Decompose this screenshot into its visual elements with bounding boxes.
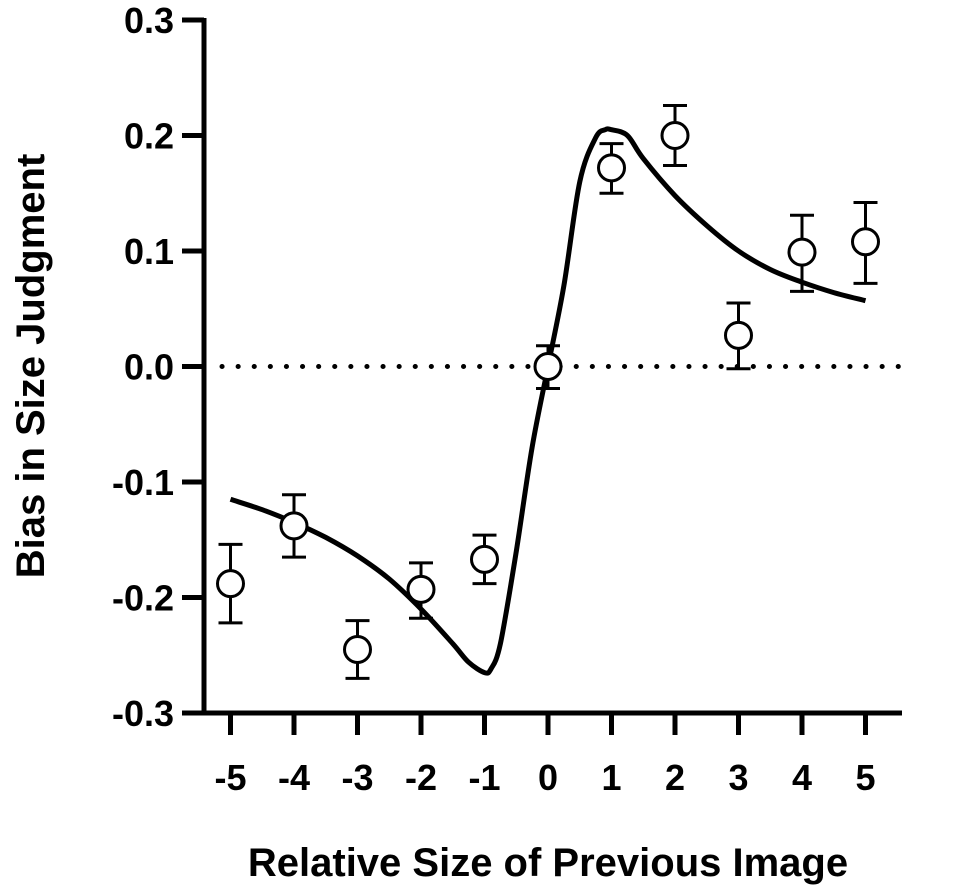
data-point bbox=[216, 569, 245, 599]
y-tick-label: -0.2 bbox=[112, 578, 174, 619]
data-point bbox=[279, 511, 309, 541]
data-point bbox=[533, 352, 563, 381]
x-tick-label: 0 bbox=[538, 757, 558, 798]
y-axis-title: Bias in Size Judgment bbox=[9, 154, 53, 579]
y-axis: 0.3 0.2 0.1 0.0 -0.1 -0.2 -0.3 bbox=[112, 0, 207, 734]
x-tick-label: -2 bbox=[405, 757, 437, 798]
data-point bbox=[724, 320, 753, 350]
data-point bbox=[406, 574, 436, 604]
data-point bbox=[470, 544, 499, 574]
x-axis: -5 -4 -3 -2 -1 0 1 2 3 4 5 bbox=[202, 710, 902, 798]
data-point bbox=[851, 227, 880, 257]
fit-curve-line bbox=[229, 126, 867, 676]
error-bars bbox=[218, 103, 878, 680]
data-point bbox=[597, 153, 626, 183]
x-tick-label: -4 bbox=[278, 757, 310, 798]
y-tick-label: 0.0 bbox=[124, 347, 174, 388]
data-point bbox=[660, 121, 690, 150]
x-tick-label: 1 bbox=[601, 757, 621, 798]
y-tick-label: 0.1 bbox=[124, 231, 174, 272]
y-tick-label: 0.2 bbox=[124, 116, 174, 157]
x-tick-label: 3 bbox=[728, 757, 748, 798]
y-tick-label: 0.3 bbox=[124, 0, 174, 41]
x-tick-label: -1 bbox=[468, 757, 500, 798]
data-point bbox=[787, 237, 817, 267]
fit-curve bbox=[229, 126, 867, 676]
x-tick-label: -3 bbox=[341, 757, 373, 798]
y-tick-label: -0.3 bbox=[112, 693, 174, 734]
data-point bbox=[343, 634, 372, 664]
x-tick-label: -5 bbox=[214, 757, 246, 798]
data-points bbox=[216, 121, 880, 664]
y-tick-label: -0.1 bbox=[112, 462, 174, 503]
x-tick-label: 5 bbox=[855, 757, 875, 798]
x-tick-label: 2 bbox=[665, 757, 685, 798]
x-axis-title: Relative Size of Previous Image bbox=[248, 841, 848, 885]
x-tick-label: 4 bbox=[792, 757, 812, 798]
